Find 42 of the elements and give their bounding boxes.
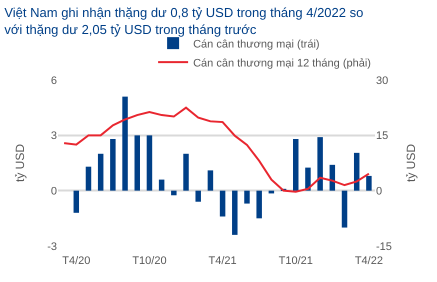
chart-title: Việt Nam ghi nhận thặng dư 0,8 tỷ USD trong tháng 4/2022 so với thặng dư 2,05 tỷ USD trong tháng trước — [4, 4, 364, 37]
y2-tick-label: -15 — [376, 240, 392, 253]
x-tick-label: T4/21 — [208, 255, 237, 267]
bar — [232, 190, 238, 235]
bar — [171, 190, 177, 196]
bar — [268, 190, 274, 194]
bar — [195, 190, 201, 202]
bar — [317, 137, 323, 191]
y2-axis-title: tỷ USD — [404, 144, 418, 182]
legend-label: Cán cân thương mại (trái) — [193, 38, 320, 50]
bar — [183, 154, 189, 191]
x-tick-label: T4/22 — [354, 255, 383, 267]
bar — [354, 152, 360, 191]
y-tick-label: 3 — [50, 130, 57, 142]
line-series — [63, 106, 370, 193]
bar — [86, 166, 92, 191]
bar — [122, 96, 128, 191]
y2-tick-label: 0 — [376, 186, 382, 198]
bar — [256, 190, 262, 218]
bar — [244, 190, 250, 204]
bar — [366, 176, 372, 191]
bar — [158, 180, 164, 191]
bar — [110, 139, 116, 191]
y2-tick-label: 30 — [376, 74, 388, 87]
bar — [330, 164, 336, 191]
x-tick-label: T4/20 — [62, 255, 90, 267]
bar — [293, 139, 298, 191]
bar — [208, 170, 214, 191]
legend-label: Cán cân thương mại 12 tháng (phải) — [193, 57, 371, 70]
y2-tick-label: 15 — [376, 130, 388, 142]
bar — [220, 190, 226, 216]
bar — [146, 135, 152, 191]
bar — [342, 190, 348, 228]
y-axis-title: tỷ USD — [13, 144, 27, 182]
y-tick-label: 0 — [50, 186, 57, 198]
x-tick-label: T10/20 — [132, 255, 167, 267]
bar — [98, 154, 104, 191]
bar — [74, 190, 80, 213]
y-tick-label: 6 — [50, 74, 57, 87]
bar — [134, 135, 140, 191]
x-tick-label: T10/21 — [278, 255, 313, 267]
y-tick-label: -3 — [47, 240, 57, 253]
